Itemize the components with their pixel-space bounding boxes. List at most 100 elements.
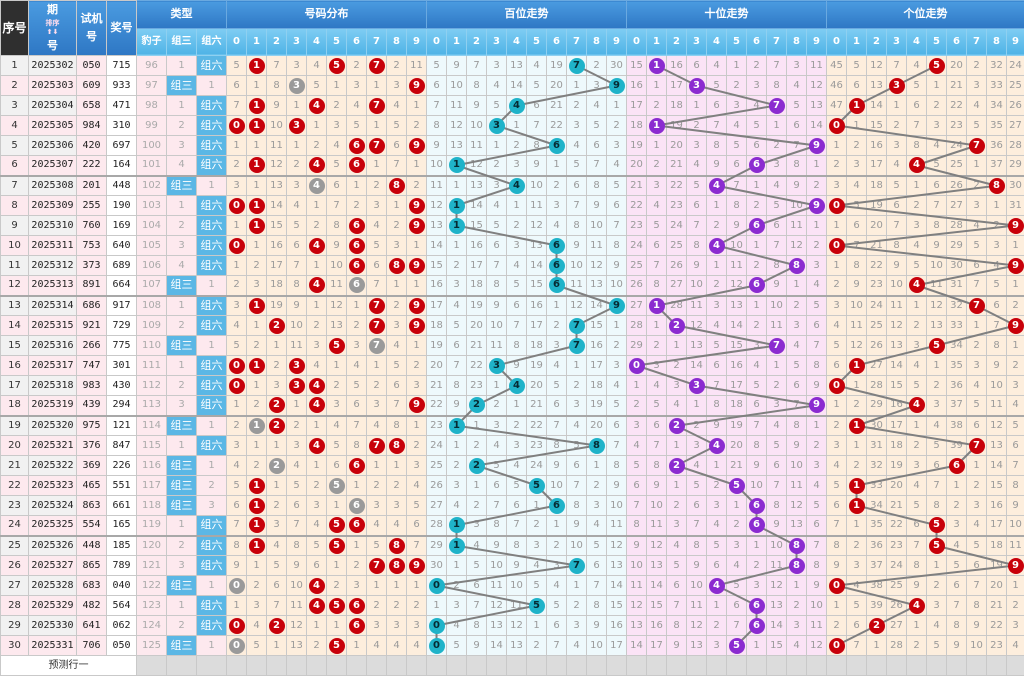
trial-number: 439 (77, 396, 107, 416)
shi-cell: 10 (627, 556, 647, 576)
ge-cell: 13 (867, 76, 887, 96)
forecast-cell[interactable] (287, 656, 307, 676)
forecast-cell[interactable] (607, 656, 627, 676)
shi-cell: 10 (687, 576, 707, 596)
forecast-cell[interactable] (307, 656, 327, 676)
forecast-cell[interactable] (247, 656, 267, 676)
forecast-cell[interactable] (447, 656, 467, 676)
forecast-cell[interactable] (367, 656, 387, 676)
dist-cell: 3 (247, 596, 267, 616)
ge-cell: 4 (907, 356, 927, 376)
forecast-cell[interactable] (667, 656, 687, 676)
trial-number: 554 (77, 516, 107, 536)
ge-cell: 0 (827, 636, 847, 656)
dist-cell: 2 (227, 276, 247, 296)
ge-cell: 4 (927, 616, 947, 636)
shi-cell: 13 (807, 96, 827, 116)
bai-cell: 4 (587, 516, 607, 536)
ge-cell: 4 (927, 136, 947, 156)
forecast-cell[interactable] (227, 656, 247, 676)
forecast-cell[interactable] (467, 656, 487, 676)
forecast-cell[interactable] (687, 656, 707, 676)
forecast-cell[interactable] (527, 656, 547, 676)
shi-cell: 16 (667, 56, 687, 76)
row-index: 16 (1, 356, 29, 376)
forecast-cell[interactable] (767, 656, 787, 676)
forecast-cell[interactable] (807, 656, 827, 676)
dist-cell: 6 (327, 456, 347, 476)
dist-cell: 9 (407, 76, 427, 96)
forecast-cell[interactable] (827, 656, 847, 676)
forecast-cell[interactable] (787, 656, 807, 676)
forecast-cell[interactable] (707, 656, 727, 676)
bai-cell: 3 (447, 276, 467, 296)
draw-number: 789 (107, 556, 137, 576)
forecast-cell[interactable] (137, 656, 167, 676)
forecast-cell[interactable] (507, 656, 527, 676)
forecast-cell[interactable] (647, 656, 667, 676)
dist-cell: 3 (287, 356, 307, 376)
shi-cell: 12 (807, 76, 827, 96)
dist-ball: 4 (309, 98, 325, 114)
forecast-cell[interactable] (627, 656, 647, 676)
forecast-cell[interactable] (587, 656, 607, 676)
forecast-cell[interactable] (407, 656, 427, 676)
forecast-cell[interactable] (967, 656, 987, 676)
bai-cell: 9 (527, 156, 547, 176)
sort-icon[interactable]: 排序⬆⬇ (29, 19, 76, 37)
bai-cell: 22 (467, 356, 487, 376)
draw-number: 121 (107, 416, 137, 436)
forecast-cell[interactable] (197, 656, 227, 676)
dist-cell: 7 (267, 596, 287, 616)
forecast-label: 预测行一 (1, 656, 137, 676)
shi-cell: 7 (727, 176, 747, 196)
dist-ball: 4 (309, 598, 325, 614)
forecast-cell[interactable] (347, 656, 367, 676)
dist-ball: 4 (309, 277, 325, 293)
forecast-cell[interactable] (907, 656, 927, 676)
forecast-cell[interactable] (167, 656, 197, 676)
dist-ball: 4 (309, 397, 325, 413)
shi-cell: 4 (727, 556, 747, 576)
forecast-cell[interactable] (427, 656, 447, 676)
ge-cell: 1 (847, 516, 867, 536)
forecast-cell[interactable] (887, 656, 907, 676)
dist-cell: 2 (407, 596, 427, 616)
forecast-cell[interactable] (327, 656, 347, 676)
dist-cell: 9 (227, 556, 247, 576)
forecast-cell[interactable] (547, 656, 567, 676)
dist-cell: 2 (247, 576, 267, 596)
trial-number: 975 (77, 416, 107, 436)
forecast-cell[interactable] (267, 656, 287, 676)
shi-cell: 15 (647, 596, 667, 616)
forecast-cell[interactable] (747, 656, 767, 676)
dist-cell: 6 (347, 276, 367, 296)
ge-cell: 36 (987, 136, 1007, 156)
forecast-cell[interactable] (567, 656, 587, 676)
forecast-cell[interactable] (987, 656, 1007, 676)
forecast-cell[interactable] (487, 656, 507, 676)
row-index: 29 (1, 616, 29, 636)
draw-number: 661 (107, 496, 137, 516)
ge-cell: 2 (847, 396, 867, 416)
header-ge-digit-2: 2 (867, 28, 887, 56)
bai-cell: 1 (567, 76, 587, 96)
header-issue[interactable]: 期 排序⬆⬇ 号 (29, 1, 77, 56)
bai-cell: 2 (527, 636, 547, 656)
dist-cell: 4 (287, 196, 307, 216)
ge-ball: 1 (849, 98, 865, 114)
forecast-cell[interactable] (927, 656, 947, 676)
forecast-cell[interactable] (727, 656, 747, 676)
forecast-cell[interactable] (387, 656, 407, 676)
ge-cell: 6 (967, 556, 987, 576)
forecast-cell[interactable] (947, 656, 967, 676)
dist-cell: 9 (407, 136, 427, 156)
issue-number: 2025331 (29, 636, 77, 656)
forecast-cell[interactable] (847, 656, 867, 676)
forecast-cell[interactable] (867, 656, 887, 676)
forecast-cell[interactable] (1007, 656, 1024, 676)
shi-cell: 8 (787, 536, 807, 556)
dist-cell: 7 (267, 56, 287, 76)
header-bai-digit-0: 0 (427, 28, 447, 56)
